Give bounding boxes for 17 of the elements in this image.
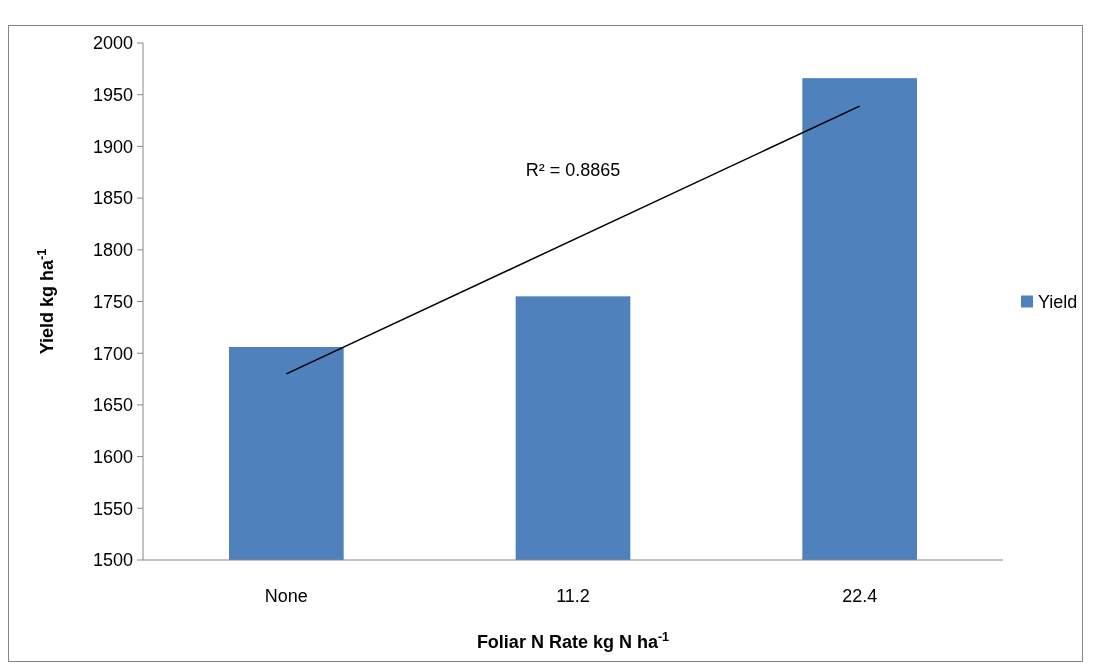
y-tick-label: 1750 (92, 291, 133, 312)
y-tick-label: 1950 (92, 85, 133, 105)
x-tick-label: 22.4 (842, 586, 878, 606)
annotation: R² = 0.8865 (525, 160, 621, 181)
y-tick-label: 1600 (92, 446, 133, 467)
x-tick-label: None (264, 586, 308, 606)
y-tick-label: 1650 (92, 395, 133, 416)
x-tick-label: 11.2 (556, 586, 590, 606)
y-tick-label: 1850 (92, 188, 133, 209)
y-tick-label: 1550 (92, 498, 133, 519)
legend-label: Yield (1038, 291, 1078, 312)
x-axis-title: Foliar N Rate kg N ha$^{-1}$ (476, 630, 670, 652)
y-tick-label: 1800 (92, 240, 133, 261)
y-tick-label: 1500 (92, 550, 133, 571)
y-tick-label: 2000 (92, 33, 133, 54)
y-tick-label: 1900 (92, 136, 133, 157)
y-tick-label: 1700 (92, 343, 133, 364)
